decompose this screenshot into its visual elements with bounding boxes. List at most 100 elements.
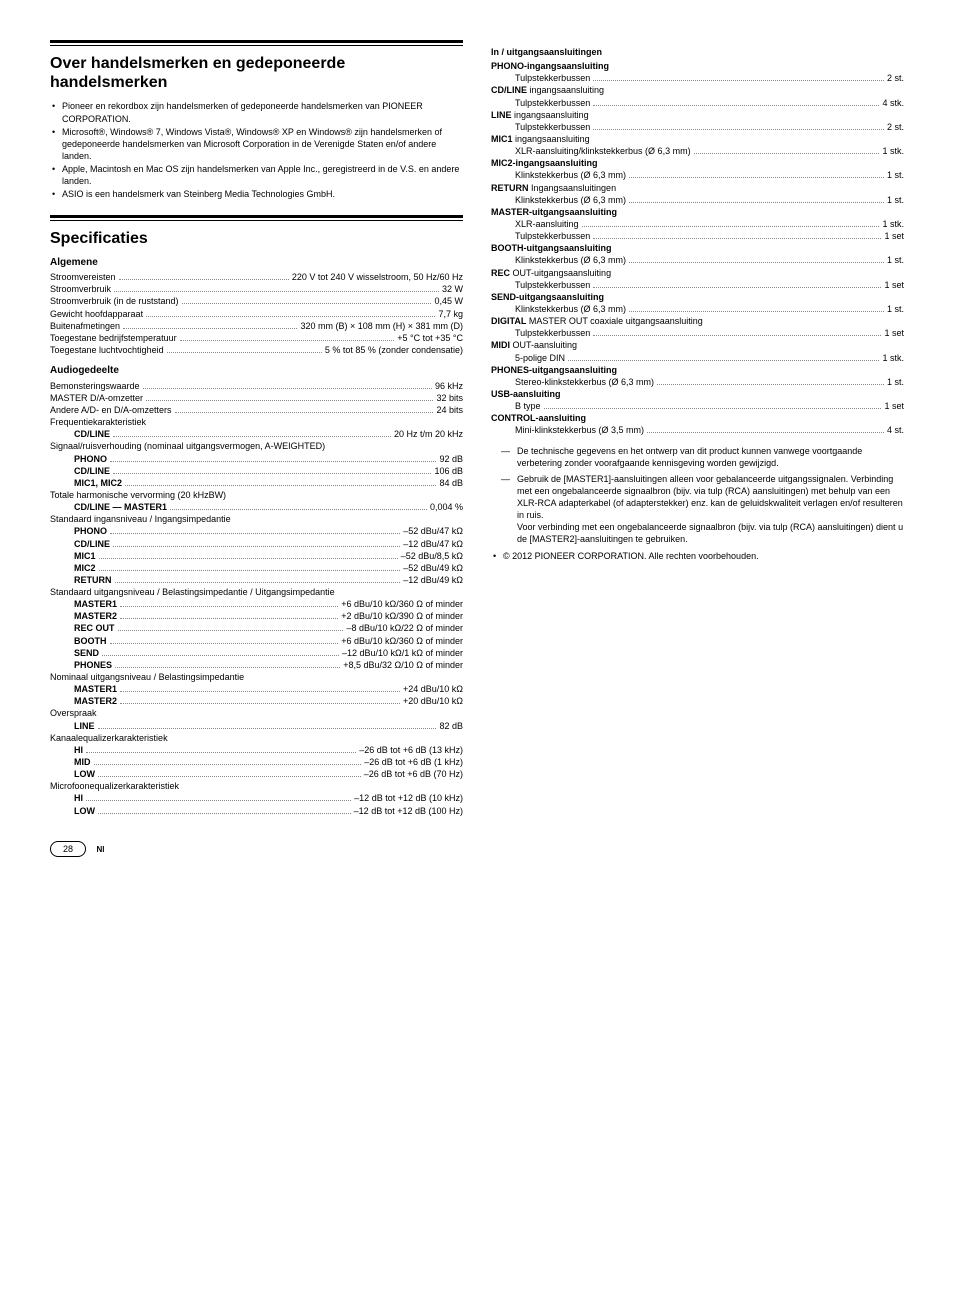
spec-label: CD/LINE — MASTER1 — [74, 501, 167, 513]
sub3-label: Nominaal uitgangsniveau / Belastingsimpe… — [50, 671, 244, 683]
eq-rows: HI –26 dB tot +6 dB (13 kHz) MID –26 dB tot… — [50, 744, 463, 780]
right-column: In / uitgangsaansluitingen PHONO-ingangs… — [491, 40, 904, 817]
spec-label: Tulpstekkerbussen — [515, 327, 590, 339]
notes: De technische gegevens en het ontwerp va… — [491, 445, 904, 546]
subhead-audio: Audiogedeelte — [50, 364, 463, 378]
spec-label: Bemonsteringswaarde — [50, 380, 140, 392]
sub3: Standaard uitgangsniveau / Belastingsimp… — [50, 586, 463, 598]
spec-value: 1 set — [884, 230, 904, 242]
spec-value: –26 dB tot +6 dB (13 kHz) — [359, 744, 463, 756]
spec-value: 4 st. — [887, 424, 904, 436]
sub3: Microfoonequalizerkarakteristiek — [50, 780, 463, 792]
spec-row: Bemonsteringswaarde96 kHz — [50, 380, 463, 392]
spec-row: XLR-aansluiting/klinkstekkerbus (Ø 6,3 m… — [491, 145, 904, 157]
spec-value: 5 % tot 85 % (zonder condensatie) — [325, 344, 463, 356]
heading-specs: Specificaties — [50, 229, 463, 248]
spec-row: Tulpstekkerbussen2 st. — [491, 72, 904, 84]
spec-value: 1 stk. — [882, 218, 904, 230]
nom-rows: MASTER1+24 dBu/10 kΩMASTER2+20 dBu/10 kΩ — [50, 683, 463, 707]
spec-value: 2 st. — [887, 121, 904, 133]
spec-value: 20 Hz t/m 20 kHz — [394, 428, 463, 440]
dot-leader — [568, 360, 879, 361]
sub3-label: Standaard ingansniveau / Ingangsimpedant… — [50, 513, 231, 525]
spec-value: 1 stk. — [882, 352, 904, 364]
spec-label: Buitenafmetingen — [50, 320, 120, 332]
spec-label: MASTER1 — [74, 598, 117, 610]
dot-leader — [593, 335, 881, 336]
copyright-list: © 2012 PIONEER CORPORATION. Alle rechten… — [491, 550, 904, 562]
dot-leader — [99, 558, 398, 559]
rule — [50, 45, 463, 46]
spec-label: XLR-aansluiting — [515, 218, 579, 230]
dot-leader — [629, 177, 884, 178]
spec-row: Toegestane luchtvochtigheid5 % tot 85 % … — [50, 344, 463, 356]
spec-label: HI — [74, 744, 83, 756]
spec-row: Tulpstekkerbussen1 set — [491, 327, 904, 339]
spec-label: Tulpstekkerbussen — [515, 230, 590, 242]
spec-row: PHONO–52 dBu/47 kΩ — [74, 525, 463, 537]
spec-row: Mini-klinkstekkerbus (Ø 3,5 mm)4 st. — [491, 424, 904, 436]
spec-label: Tulpstekkerbussen — [515, 121, 590, 133]
spec-label: Toegestane bedrijfstemperatuur — [50, 332, 177, 344]
spec-label: Tulpstekkerbussen — [515, 97, 590, 109]
spec-row: CD/LINE20 Hz t/m 20 kHz — [74, 428, 463, 440]
sn-rows: PHONO92 dBCD/LINE106 dBMIC1, MIC284 dB — [50, 453, 463, 489]
dot-leader — [657, 384, 884, 385]
spec-row: MASTER1+6 dBu/10 kΩ/360 Ω of minder — [74, 598, 463, 610]
page-footer: 28 Nl — [50, 841, 904, 857]
spec-label: MASTER2 — [74, 610, 117, 622]
spec-value: –12 dB tot +12 dB (100 Hz) — [354, 805, 463, 817]
spec-value: –12 dBu/49 kΩ — [403, 574, 463, 586]
dot-leader — [120, 691, 400, 692]
spec-row: Stroomvereisten220 V tot 240 V wisselstr… — [50, 271, 463, 283]
spec-row: HI –26 dB tot +6 dB (13 kHz) — [74, 744, 463, 756]
dot-leader — [146, 400, 433, 401]
io-heading: In / uitgangsaansluitingen — [491, 46, 904, 58]
spec-value: –52 dBu/49 kΩ — [403, 562, 463, 574]
dot-leader — [115, 582, 401, 583]
spec-value: 1 stk. — [882, 145, 904, 157]
audio-top-rows: Bemonsteringswaarde96 kHzMASTER D/A-omze… — [50, 380, 463, 416]
spec-row: CD/LINE — MASTER1 0,004 % — [74, 501, 463, 513]
io-head-label: USB-aansluiting — [491, 388, 561, 400]
page-columns: Over handelsmerken en gedeponeerde hande… — [50, 40, 904, 817]
spec-label: Tulpstekkerbussen — [515, 72, 590, 84]
spec-label: Gewicht hoofdapparaat — [50, 308, 143, 320]
spec-label: Tulpstekkerbussen — [515, 279, 590, 291]
spec-row: Gewicht hoofdapparaat7,7 kg — [50, 308, 463, 320]
io-group-head: LINE ingangsaansluiting — [491, 109, 904, 121]
rule — [50, 215, 463, 218]
dot-leader — [102, 655, 339, 656]
spec-label: Klinkstekkerbus (Ø 6,3 mm) — [515, 194, 626, 206]
spec-value: –26 dB tot +6 dB (70 Hz) — [364, 768, 463, 780]
spec-value: –52 dBu/47 kΩ — [403, 525, 463, 537]
spec-value: 106 dB — [434, 465, 463, 477]
spec-value: 1 st. — [887, 303, 904, 315]
bullet-item: Apple, Macintosh en Mac OS zijn handelsm… — [50, 163, 463, 187]
io-group-head: MASTER-uitgangsaansluiting — [491, 206, 904, 218]
spec-value: 320 mm (B) × 108 mm (H) × 381 mm (D) — [300, 320, 463, 332]
sub3: Nominaal uitgangsniveau / Belastingsimpe… — [50, 671, 463, 683]
spec-value: 1 st. — [887, 169, 904, 181]
spec-row: Klinkstekkerbus (Ø 6,3 mm)1 st. — [491, 194, 904, 206]
sub3: Totale harmonische vervorming (20 kHzBW) — [50, 489, 463, 501]
spec-value: 92 dB — [439, 453, 463, 465]
dot-leader — [629, 311, 884, 312]
spec-row: LOW–12 dB tot +12 dB (100 Hz) — [74, 805, 463, 817]
io-head-label: PHONO-ingangsaansluiting — [491, 60, 609, 72]
sub3: Standaard ingansniveau / Ingangsimpedant… — [50, 513, 463, 525]
spec-value: 1 set — [884, 279, 904, 291]
dot-leader — [110, 643, 339, 644]
spec-value: –52 dBu/8,5 kΩ — [401, 550, 463, 562]
spec-value: 0,004 % — [430, 501, 463, 513]
freq-rows: CD/LINE20 Hz t/m 20 kHz — [50, 428, 463, 440]
io-head-label: DIGITAL MASTER OUT coaxiale uitgangsaans… — [491, 315, 703, 327]
io-group-head: CONTROL-aansluiting — [491, 412, 904, 424]
io-head-label: MIDI OUT-aansluiting — [491, 339, 577, 351]
spec-label: MID — [74, 756, 91, 768]
dot-leader — [114, 291, 439, 292]
io-group-head: MIC2-ingangsaansluiting — [491, 157, 904, 169]
dot-leader — [113, 546, 400, 547]
out-rows: MASTER1+6 dBu/10 kΩ/360 Ω of minderMASTE… — [50, 598, 463, 671]
bullet-item: Microsoft®, Windows® 7, Windows Vista®, … — [50, 126, 463, 162]
